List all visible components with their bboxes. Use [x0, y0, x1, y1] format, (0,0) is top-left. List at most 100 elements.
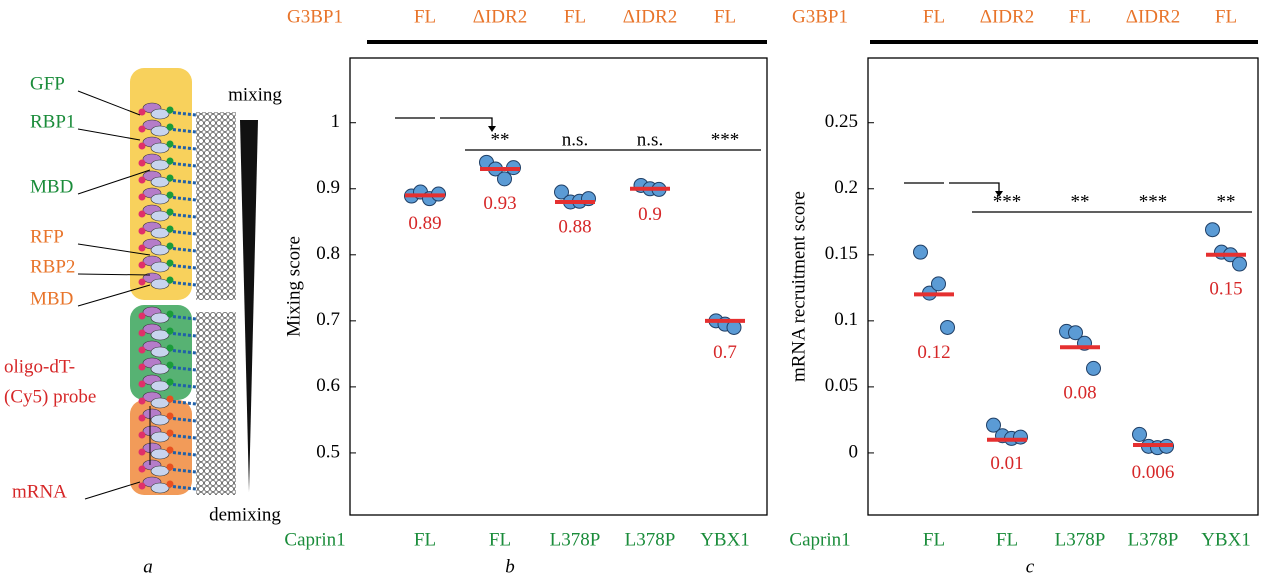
diagram-label: RBP2 [30, 256, 75, 277]
y-tick-label: 0.2 [834, 177, 858, 198]
group-label: ΔIDR2 [623, 6, 677, 27]
tag [166, 361, 174, 369]
diagram-label: MBD [30, 176, 73, 197]
diagram-label: oligo-dT- [4, 356, 75, 377]
mean-label: 0.12 [917, 342, 950, 363]
significance-label: ** [1071, 191, 1090, 212]
tag [138, 159, 146, 167]
tag [138, 244, 146, 252]
group-label: FL [564, 6, 586, 27]
tag [166, 106, 174, 114]
protein [150, 261, 170, 273]
leader [77, 169, 151, 195]
protein [150, 312, 170, 324]
plot-frame [349, 57, 768, 516]
mean-label: 0.15 [1209, 278, 1242, 299]
y-tick-label: 0.8 [316, 243, 340, 264]
group-title: G3BP1 [792, 6, 848, 27]
significance-label: ** [1217, 191, 1236, 212]
diagram-label: MBD [30, 288, 73, 309]
y-tick-label: 1 [331, 111, 341, 132]
comparison-arrow [904, 182, 1000, 193]
filament [196, 312, 236, 495]
group-label: FL [414, 6, 436, 27]
data-point [940, 319, 955, 335]
data-point [1086, 360, 1101, 376]
group-label: ΔIDR2 [473, 6, 527, 27]
tag [166, 395, 174, 403]
protein [150, 397, 170, 409]
group-label: ΔIDR2 [1126, 6, 1180, 27]
tag [166, 242, 174, 250]
category-label: YBX1 [700, 529, 750, 550]
protein [150, 125, 170, 137]
data-point [1232, 256, 1247, 272]
leader [77, 128, 141, 141]
tag [166, 123, 174, 131]
panel-label: c [1026, 556, 1035, 577]
tag [166, 140, 174, 148]
y-tick-label: 0.6 [316, 375, 340, 396]
leader [77, 243, 151, 256]
diagram-label: (Cy5) probe [4, 386, 96, 407]
category-label: YBX1 [1201, 529, 1251, 550]
mean-label: 0.9 [638, 204, 662, 225]
protein [150, 227, 170, 239]
tag [166, 429, 174, 437]
protein [150, 465, 170, 477]
category-label: FL [414, 529, 436, 550]
tag [166, 412, 174, 420]
y-tick-label: 0.05 [825, 375, 858, 396]
tag [166, 446, 174, 454]
group-label: ΔIDR2 [980, 6, 1034, 27]
mean-label: 0.88 [558, 216, 591, 237]
mean-label: 0.7 [713, 342, 737, 363]
category-label: L378P [1128, 529, 1179, 550]
filament [196, 112, 236, 300]
diagram: mixing demixing a GFP RBP1 MBD RFP RBP2 MBD ol… [4, 68, 282, 577]
diagram-label: GFP [30, 73, 65, 94]
protein [150, 448, 170, 460]
tag [138, 278, 146, 286]
y-tick-label: 0.5 [316, 441, 340, 462]
mean-label: 0.006 [1132, 462, 1175, 483]
tag [166, 225, 174, 233]
tag [138, 193, 146, 201]
leader [77, 90, 141, 116]
group-label: FL [923, 6, 945, 27]
mixing-label: mixing [228, 84, 282, 105]
tag [138, 176, 146, 184]
protein [150, 363, 170, 375]
significance-label: *** [993, 191, 1022, 212]
tag [166, 191, 174, 199]
panel-label: a [143, 556, 153, 577]
tag [166, 480, 174, 488]
group-label: FL [1215, 6, 1237, 27]
leader [84, 481, 141, 500]
data-point [1205, 222, 1220, 238]
group-label: FL [714, 6, 736, 27]
protein [150, 159, 170, 171]
y-tick-label: 0 [849, 441, 859, 462]
protein [150, 346, 170, 358]
leader [77, 273, 151, 276]
protein [150, 482, 170, 494]
tag [166, 344, 174, 352]
gradient-wedge [240, 120, 258, 492]
arrow-head [488, 126, 496, 132]
tag [138, 108, 146, 116]
category-label: L378P [550, 529, 601, 550]
y-tick-label: 0.25 [825, 111, 858, 132]
tag [166, 310, 174, 318]
protein [150, 431, 170, 443]
tag [138, 465, 146, 473]
y-tick-label: 0.15 [825, 243, 858, 264]
y-tick-label: 0.9 [316, 177, 340, 198]
y-axis-label: mRNA recruitment score [788, 191, 809, 382]
significance-label: ** [491, 129, 510, 150]
diagram-label: mRNA [12, 481, 67, 502]
significance-label: *** [711, 129, 740, 150]
data-point [554, 184, 569, 200]
significance-label: *** [1139, 191, 1168, 212]
